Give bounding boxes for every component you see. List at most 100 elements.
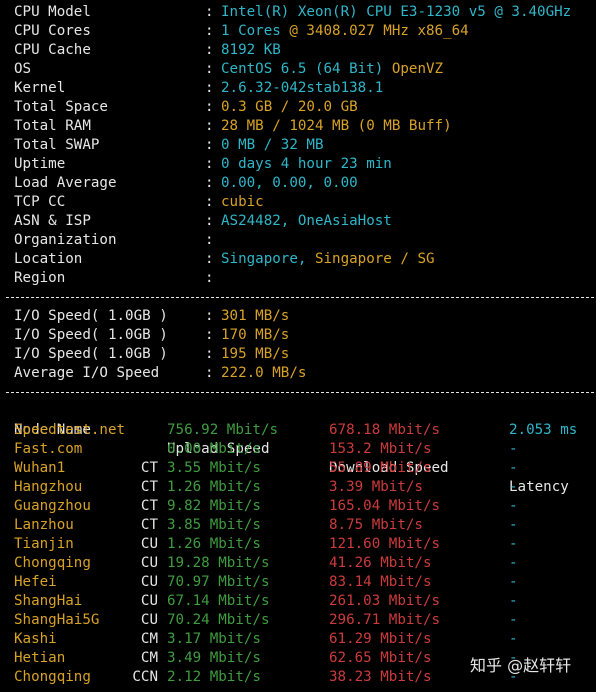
upload-speed: 3.49 Mbit/s	[167, 650, 261, 666]
sysinfo-row: Kernel:2.6.32-042stab138.1	[0, 79, 596, 98]
colon: :	[205, 213, 214, 229]
node-name: Kashi	[14, 631, 57, 647]
node-name: Speedtest.net	[14, 422, 126, 438]
io-speed-row: I/O Speed( 1.0GB ):301 MB/s	[0, 307, 596, 326]
terminal-output: CPU Model: Intel(R) Xeon(R) CPU E3-1230 v…	[0, 3, 596, 687]
sysinfo-value: CentOS 6.5 (64 Bit) OpenVZ	[221, 60, 443, 79]
speed-table-row: Hefei CU 70.97 Mbit/s 83.14 Mbit/s -	[0, 573, 596, 592]
io-speed-row: I/O Speed( 1.0GB ):170 MB/s	[0, 326, 596, 345]
colon: :	[205, 175, 214, 191]
sysinfo-row: Load Average:0.00, 0.00, 0.00	[0, 174, 596, 193]
speed-table-row: Tianjin CU 1.26 Mbit/s 121.60 Mbit/s -	[0, 535, 596, 554]
download-speed: 296.71 Mbit/s	[329, 612, 441, 628]
download-speed: 3.39 Mbit/s	[329, 479, 423, 495]
header-latency: Latency	[509, 479, 569, 495]
latency: -	[509, 479, 518, 495]
sysinfo-key: OS	[14, 61, 32, 77]
upload-speed: 3.55 Mbit/s	[167, 460, 261, 476]
download-speed: 55.89 Mbit/s	[329, 460, 432, 476]
node-name: Wuhan1	[14, 460, 66, 476]
colon: :	[205, 80, 214, 96]
node-name: Tianjin	[14, 536, 74, 552]
sysinfo-value-part: 28 MB / 1024 MB (0 MB Buff)	[221, 118, 452, 134]
speed-table-row: ShangHai CU 67.14 Mbit/s 261.03 Mbit/s -	[0, 592, 596, 611]
upload-speed: 0.00 Mbit/s	[167, 441, 261, 457]
download-speed: 62.65 Mbit/s	[329, 650, 432, 666]
colon: :	[205, 137, 214, 153]
node-name: ShangHai	[14, 593, 83, 609]
isp-tag: CU	[140, 536, 158, 552]
upload-speed: 70.97 Mbit/s	[167, 574, 270, 590]
download-speed: 153.2 Mbit/s	[329, 441, 432, 457]
isp-tag: CT	[140, 479, 158, 495]
download-speed: 261.03 Mbit/s	[329, 593, 441, 609]
sysinfo-value-part: Intel(R) Xeon(R) CPU E3-1230 v5 @ 3.40GH…	[221, 4, 572, 20]
download-speed: 8.75 Mbit/s	[329, 517, 423, 533]
sysinfo-value-part: 0.3 GB / 20.0 GB	[221, 99, 358, 115]
sysinfo-key: Organization	[14, 232, 117, 248]
sysinfo-key: Total SWAP	[14, 137, 100, 153]
isp-tag: CU	[140, 593, 158, 609]
sysinfo-value: 0 days 4 hour 23 min	[221, 155, 392, 174]
sysinfo-key: Location	[14, 251, 83, 267]
upload-speed: 67.14 Mbit/s	[167, 593, 270, 609]
colon: :	[205, 194, 214, 210]
sysinfo-value: 1 Cores @ 3408.027 MHz x86_64	[221, 22, 469, 41]
download-speed: 121.60 Mbit/s	[329, 536, 441, 552]
colon: :	[205, 61, 214, 77]
sysinfo-key: CPU Model	[14, 4, 91, 20]
latency: -	[509, 498, 518, 514]
isp-tag: CM	[140, 650, 158, 666]
sysinfo-key: Total Space	[14, 99, 108, 115]
sysinfo-key: Kernel	[14, 80, 66, 96]
upload-speed: 9.82 Mbit/s	[167, 498, 261, 514]
isp-tag: CU	[140, 555, 158, 571]
sysinfo-row: OS: CentOS 6.5 (64 Bit) OpenVZ	[0, 60, 596, 79]
sysinfo-value-part: cubic	[221, 194, 264, 210]
sysinfo-value-part: 0.00, 0.00, 0.00	[221, 175, 358, 191]
speed-table-row: Chongqing CCN 2.12 Mbit/s 38.23 Mbit/s -	[0, 668, 596, 687]
latency: -	[509, 536, 518, 552]
latency: -	[509, 441, 518, 457]
speed-table-row: Lanzhou CT 3.85 Mbit/s 8.75 Mbit/s -	[0, 516, 596, 535]
node-name: Hetian	[14, 650, 66, 666]
colon: :	[205, 118, 214, 134]
isp-tag: CM	[140, 631, 158, 647]
sysinfo-key: Uptime	[14, 156, 66, 172]
io-speed-value: 301 MB/s	[221, 308, 290, 324]
download-speed: 678.18 Mbit/s	[329, 422, 441, 438]
io-speed-section: I/O Speed( 1.0GB ):301 MB/s I/O Speed( 1.…	[0, 307, 596, 383]
sysinfo-value-part: 0 MB / 32 MB	[221, 137, 324, 153]
io-speed-row: I/O Speed( 1.0GB ):195 MB/s	[0, 345, 596, 364]
sysinfo-row: Total Space:0.3 GB / 20.0 GB	[0, 98, 596, 117]
node-name: Chongqing	[14, 555, 91, 571]
sysinfo-row: Organization:	[0, 231, 596, 250]
sysinfo-row: Total RAM:28 MB / 1024 MB (0 MB Buff)	[0, 117, 596, 136]
system-info-section: CPU Model: Intel(R) Xeon(R) CPU E3-1230 v…	[0, 3, 596, 288]
sysinfo-row: CPU Model: Intel(R) Xeon(R) CPU E3-1230 v…	[0, 3, 596, 22]
isp-tag: CU	[140, 612, 158, 628]
latency: -	[509, 574, 518, 590]
sysinfo-row: ASN & ISP: AS24482, OneAsiaHost	[0, 212, 596, 231]
download-speed: 165.04 Mbit/s	[329, 498, 441, 514]
latency: -	[509, 631, 518, 647]
speed-table-row: Hangzhou CT 1.26 Mbit/s 3.39 Mbit/s -	[0, 478, 596, 497]
upload-speed: 70.24 Mbit/s	[167, 612, 270, 628]
sysinfo-value: Singapore, Singapore / SG	[221, 250, 435, 269]
sysinfo-value: 0 MB / 32 MB	[221, 136, 324, 155]
colon: :	[205, 232, 214, 248]
isp-tag: CU	[140, 574, 158, 590]
sysinfo-row: CPU Cache:8192 KB	[0, 41, 596, 60]
sysinfo-row: Uptime:0 days 4 hour 23 min	[0, 155, 596, 174]
sysinfo-value-part: 2.6.32-042stab138.1	[221, 80, 384, 96]
speed-table-row: Wuhan1 CT 3.55 Mbit/s 55.89 Mbit/s -	[0, 459, 596, 478]
sysinfo-value-part: Singapore / SG	[314, 251, 435, 267]
sysinfo-row: CPU Cores:1 Cores @ 3408.027 MHz x86_64	[0, 22, 596, 41]
io-speed-value: 195 MB/s	[221, 346, 290, 362]
sysinfo-key: CPU Cache	[14, 42, 91, 58]
latency: -	[509, 650, 518, 666]
sysinfo-value-part: OpenVZ	[391, 61, 444, 77]
latency: 2.053 ms	[509, 422, 578, 438]
speed-table-row: Fast.com 0.00 Mbit/s 153.2 Mbit/s -	[0, 440, 596, 459]
isp-tag: CT	[140, 460, 158, 476]
